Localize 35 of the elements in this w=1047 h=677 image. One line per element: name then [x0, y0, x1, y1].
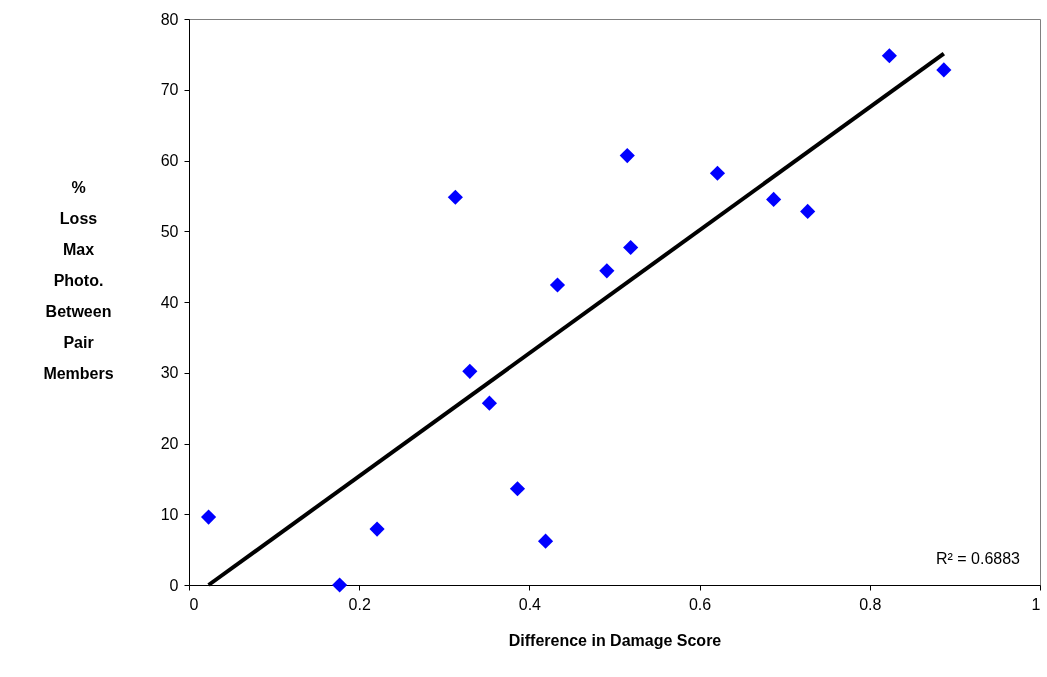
x-tick-label: 0	[189, 595, 199, 613]
point	[936, 62, 952, 78]
point	[709, 165, 726, 181]
x-tick-label: 0.8	[859, 595, 882, 613]
y-axis-title: % Loss Max Photo. Between Pair Members	[43, 178, 114, 382]
point	[800, 203, 816, 220]
x-tick-label: 0.4	[518, 595, 542, 613]
y-tick-label: 50	[160, 222, 179, 240]
point	[549, 277, 566, 293]
y-tick-label: 0	[169, 576, 179, 594]
y-tick-label: 10	[160, 505, 179, 523]
x-tick-label: 0.6	[688, 595, 712, 613]
point	[447, 189, 463, 205]
point	[369, 521, 385, 537]
y-tick-label: 20	[160, 435, 179, 452]
point	[509, 481, 526, 497]
y-tick-label: 30	[160, 364, 179, 382]
y-tick-label: 60	[160, 152, 179, 169]
point	[766, 191, 782, 207]
point	[619, 147, 635, 164]
point	[481, 395, 497, 411]
x-tick-label: 1	[1031, 595, 1041, 613]
point	[623, 239, 639, 256]
point	[462, 363, 478, 379]
point	[200, 509, 217, 525]
y-tick-label: 70	[160, 81, 179, 99]
y-tick-label: 40	[160, 293, 179, 311]
x-tick-label: 0.2	[348, 595, 371, 613]
point	[599, 263, 615, 279]
point	[881, 48, 897, 64]
x-axis-title: Difference in Damage Score	[508, 631, 722, 649]
point	[332, 577, 348, 593]
y-tick-label: 80	[160, 10, 179, 28]
point	[537, 533, 554, 549]
annotation: R² = 0.6883	[935, 550, 1021, 567]
